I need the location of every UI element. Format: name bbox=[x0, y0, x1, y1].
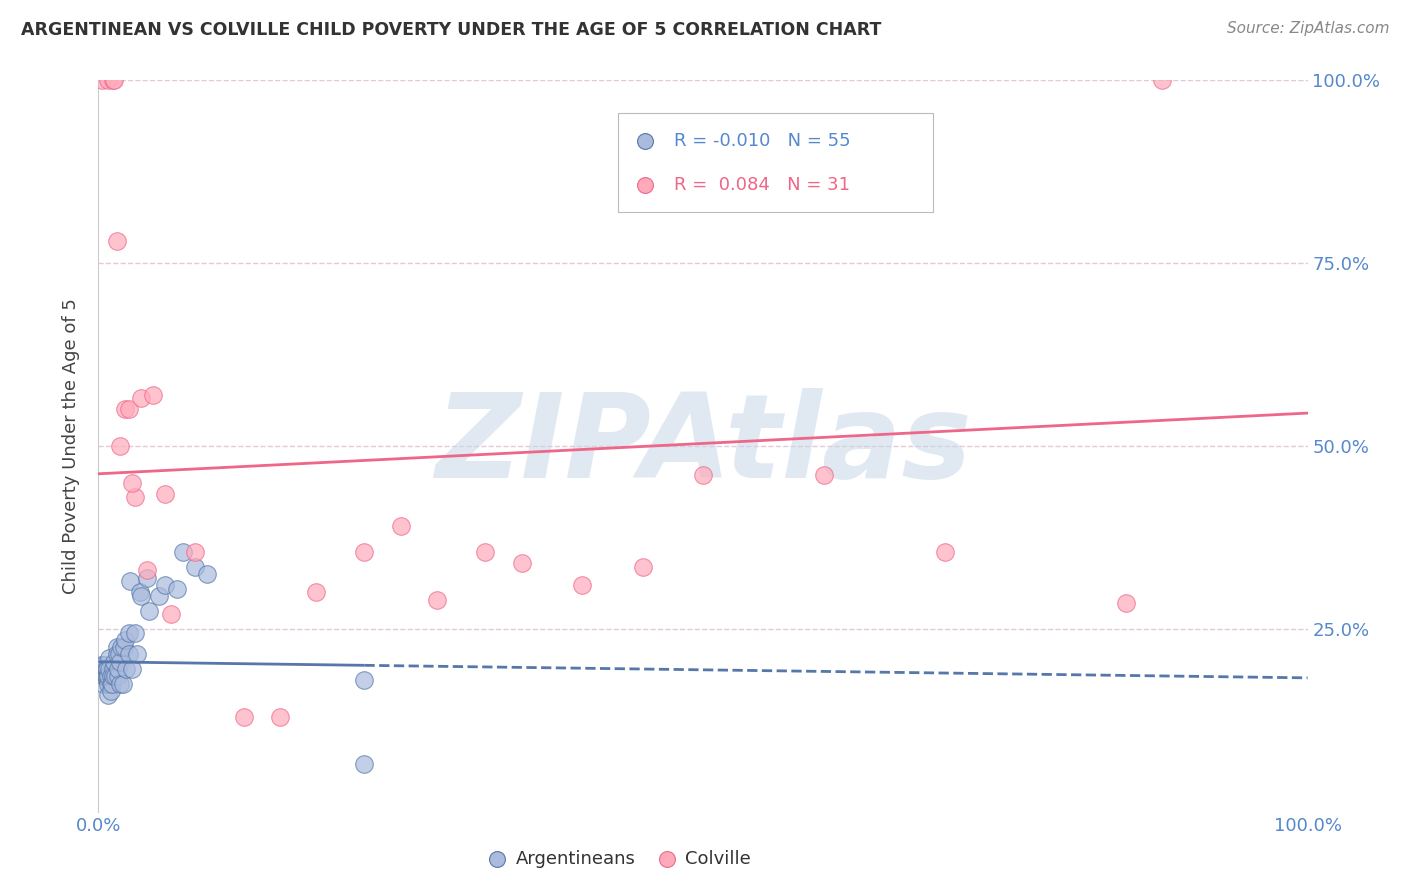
Point bbox=[1152, 73, 1174, 87]
Point bbox=[128, 585, 150, 599]
Point bbox=[97, 669, 120, 683]
Point bbox=[153, 486, 176, 500]
Point bbox=[108, 648, 131, 662]
Point bbox=[118, 402, 141, 417]
Point bbox=[118, 574, 141, 589]
Point bbox=[305, 585, 328, 599]
Point bbox=[111, 676, 134, 690]
Point bbox=[510, 556, 533, 570]
Point bbox=[91, 665, 114, 680]
Point bbox=[91, 676, 114, 690]
Point bbox=[93, 669, 115, 683]
Point bbox=[195, 567, 218, 582]
Point bbox=[112, 640, 135, 655]
Point bbox=[101, 669, 124, 683]
Point bbox=[631, 559, 654, 574]
Point bbox=[474, 545, 496, 559]
Text: Source: ZipAtlas.com: Source: ZipAtlas.com bbox=[1226, 21, 1389, 37]
Point bbox=[105, 648, 128, 662]
Point bbox=[634, 178, 657, 192]
Point bbox=[353, 673, 375, 687]
Point bbox=[121, 475, 143, 490]
Point bbox=[101, 662, 124, 676]
Point bbox=[634, 134, 657, 148]
Point bbox=[97, 73, 120, 87]
Point bbox=[108, 676, 131, 690]
Point bbox=[389, 519, 412, 533]
Point bbox=[94, 662, 117, 676]
Point bbox=[934, 545, 956, 559]
Point bbox=[108, 655, 131, 669]
Point bbox=[160, 607, 183, 622]
Point bbox=[135, 571, 157, 585]
Point bbox=[114, 632, 136, 647]
Point bbox=[100, 684, 122, 698]
Point bbox=[93, 658, 115, 673]
Point bbox=[142, 388, 165, 402]
Point bbox=[426, 592, 449, 607]
Y-axis label: Child Poverty Under the Age of 5: Child Poverty Under the Age of 5 bbox=[62, 298, 80, 594]
Point bbox=[486, 852, 509, 866]
Point bbox=[269, 709, 291, 723]
Point bbox=[1115, 596, 1137, 610]
Point bbox=[118, 625, 141, 640]
Point bbox=[127, 648, 149, 662]
Point bbox=[124, 625, 146, 640]
Point bbox=[172, 545, 194, 559]
Point bbox=[107, 669, 129, 683]
Point bbox=[129, 589, 152, 603]
Text: R =  0.084   N = 31: R = 0.084 N = 31 bbox=[673, 176, 851, 194]
Point bbox=[96, 662, 118, 676]
Point bbox=[148, 589, 170, 603]
Point bbox=[655, 852, 678, 866]
Point bbox=[91, 669, 114, 683]
Point bbox=[101, 73, 124, 87]
FancyBboxPatch shape bbox=[619, 113, 932, 212]
Point bbox=[105, 640, 128, 655]
Point bbox=[813, 468, 835, 483]
Point bbox=[107, 662, 129, 676]
Point bbox=[93, 665, 115, 680]
Text: R = -0.010   N = 55: R = -0.010 N = 55 bbox=[673, 132, 851, 150]
Point bbox=[94, 669, 117, 683]
Point bbox=[91, 662, 114, 676]
Point bbox=[97, 688, 120, 702]
Point bbox=[105, 234, 128, 248]
Point bbox=[166, 582, 188, 596]
Point bbox=[97, 676, 120, 690]
Point bbox=[115, 662, 138, 676]
Point bbox=[104, 669, 127, 683]
Point bbox=[98, 662, 121, 676]
Point bbox=[124, 490, 146, 504]
Point bbox=[110, 640, 132, 655]
Point bbox=[103, 73, 125, 87]
Point bbox=[118, 648, 141, 662]
Text: ZIPAtlas: ZIPAtlas bbox=[434, 389, 972, 503]
Point bbox=[184, 545, 207, 559]
Point bbox=[353, 757, 375, 772]
Point bbox=[100, 676, 122, 690]
Point bbox=[91, 73, 114, 87]
Point bbox=[129, 392, 152, 406]
Point bbox=[108, 439, 131, 453]
Point bbox=[100, 676, 122, 690]
Point bbox=[90, 658, 112, 673]
Point bbox=[184, 559, 207, 574]
Point bbox=[692, 468, 714, 483]
Text: Argentineans: Argentineans bbox=[516, 850, 636, 868]
Point bbox=[100, 669, 122, 683]
Text: Colville: Colville bbox=[685, 850, 751, 868]
Point bbox=[96, 669, 118, 683]
Point bbox=[232, 709, 254, 723]
Point bbox=[98, 651, 121, 665]
Point bbox=[571, 578, 593, 592]
Point bbox=[153, 578, 176, 592]
Point bbox=[135, 563, 157, 577]
Point bbox=[138, 603, 160, 617]
Point bbox=[103, 655, 125, 669]
Point bbox=[121, 662, 143, 676]
Point bbox=[353, 545, 375, 559]
Text: ARGENTINEAN VS COLVILLE CHILD POVERTY UNDER THE AGE OF 5 CORRELATION CHART: ARGENTINEAN VS COLVILLE CHILD POVERTY UN… bbox=[21, 21, 882, 39]
Point bbox=[114, 402, 136, 417]
